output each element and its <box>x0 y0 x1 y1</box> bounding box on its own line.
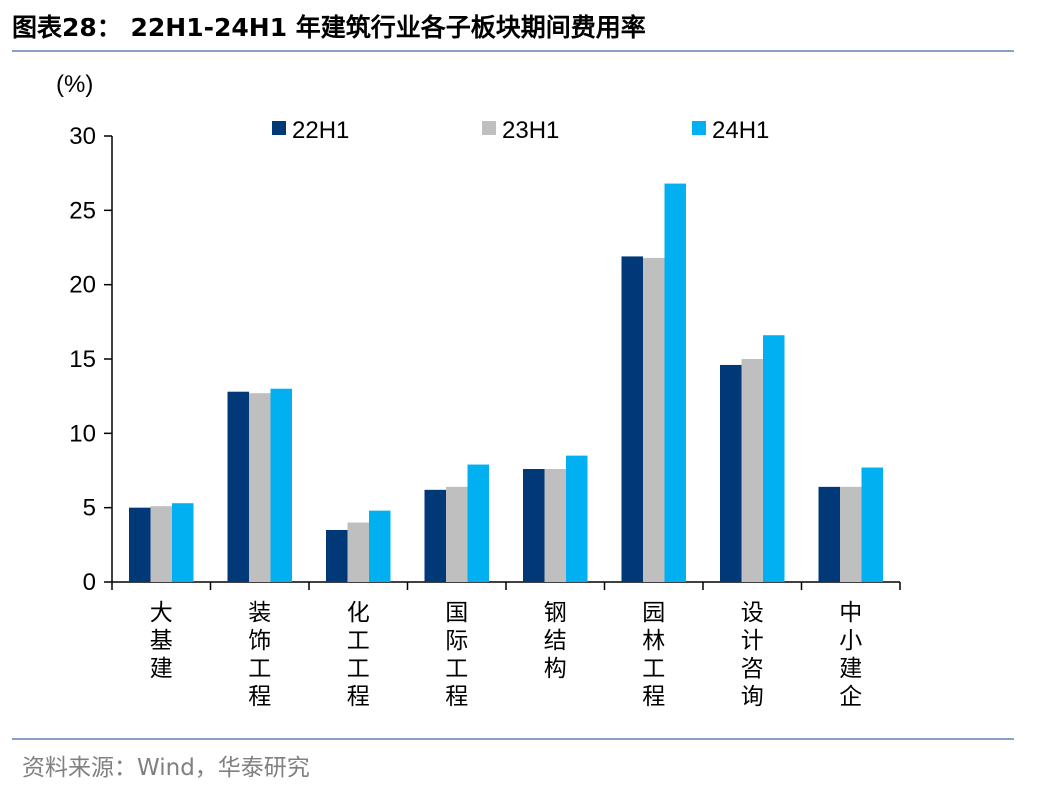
bar-22H1-1 <box>227 391 249 582</box>
category-label-char: 饰 <box>248 628 271 654</box>
category-label-char: 询 <box>741 684 764 710</box>
bar-24H1-7 <box>861 467 883 582</box>
category-label-char: 结 <box>544 628 567 654</box>
bottom-divider <box>12 738 1014 740</box>
category-label-char: 化 <box>347 600 370 626</box>
bar-22H1-5 <box>621 256 643 582</box>
category-label-char: 钢 <box>544 600 567 626</box>
category-label-char: 装 <box>248 600 271 626</box>
source-note: 资料来源：Wind，华泰研究 <box>22 755 310 781</box>
category-label-char: 工 <box>642 656 665 682</box>
category-label-char: 企 <box>839 684 862 710</box>
bar-24H1-5 <box>664 183 686 582</box>
bar-22H1-3 <box>424 489 446 582</box>
y-tick-label: 25 <box>69 197 96 224</box>
category-label-char: 工 <box>248 656 271 682</box>
bar-23H1-7 <box>840 486 862 582</box>
figure-title: 图表28： 22H1-24H1 年建筑行业各子板块期间费用率 <box>12 13 646 42</box>
category-label-char: 构 <box>544 656 567 682</box>
bar-23H1-2 <box>347 522 369 582</box>
legend-swatch-24H1 <box>692 121 706 135</box>
legend-swatch-22H1 <box>272 121 286 135</box>
category-label-char: 大 <box>150 600 173 626</box>
bar-22H1-4 <box>523 469 545 582</box>
bar-24H1-4 <box>566 455 588 582</box>
y-tick-label: 0 <box>83 569 96 596</box>
category-label-char: 建 <box>150 656 173 682</box>
legend-swatch-23H1 <box>482 121 496 135</box>
bar-23H1-0 <box>150 506 172 582</box>
category-label-char: 园 <box>642 600 665 626</box>
category-label-char: 国 <box>445 600 468 626</box>
category-label-char: 中 <box>839 600 862 626</box>
bar-23H1-1 <box>249 393 271 582</box>
category-label-char: 小 <box>839 628 862 654</box>
bar-22H1-0 <box>129 507 151 582</box>
category-label: 大基建 <box>150 600 173 682</box>
y-tick-label: 20 <box>69 272 96 299</box>
bar-24H1-0 <box>172 503 194 582</box>
category-label-char: 程 <box>248 684 271 710</box>
y-tick-label: 5 <box>83 495 96 522</box>
legend-label-22H1: 22H1 <box>292 117 349 144</box>
category-label-char: 林 <box>642 628 665 654</box>
bars <box>129 183 883 582</box>
legend-label-23H1: 23H1 <box>502 117 559 144</box>
y-tick-label: 10 <box>69 420 96 447</box>
y-tick-label: 30 <box>69 123 96 150</box>
bar-23H1-6 <box>741 359 763 582</box>
category-label-char: 计 <box>741 628 764 654</box>
category-label-char: 程 <box>445 684 468 710</box>
bar-23H1-4 <box>544 469 566 582</box>
category-label-char: 设 <box>741 600 764 626</box>
category-label-char: 程 <box>642 684 665 710</box>
top-divider <box>12 50 1014 52</box>
category-label-char: 建 <box>839 656 862 682</box>
legend-label-24H1: 24H1 <box>712 117 769 144</box>
bar-22H1-6 <box>720 364 742 582</box>
bar-24H1-6 <box>763 335 785 582</box>
category-label: 钢结构 <box>544 600 567 682</box>
category-label-char: 工 <box>347 656 370 682</box>
bar-24H1-2 <box>369 510 391 582</box>
category-label-char: 程 <box>347 684 370 710</box>
category-label-char: 工 <box>445 656 468 682</box>
bar-24H1-3 <box>467 464 489 582</box>
category-label-char: 际 <box>445 628 468 654</box>
category-label-char: 基 <box>150 628 173 654</box>
bar-22H1-2 <box>326 529 348 582</box>
y-axis-unit: (%) <box>56 71 93 98</box>
category-label-char: 咨 <box>741 656 764 682</box>
bar-23H1-5 <box>643 257 665 582</box>
y-tick-label: 15 <box>69 346 96 373</box>
bar-23H1-3 <box>446 486 468 582</box>
bar-24H1-1 <box>270 388 292 582</box>
bar-22H1-7 <box>818 486 840 582</box>
legend: 22H1 23H1 24H1 <box>272 117 769 144</box>
category-label-char: 工 <box>347 628 370 654</box>
